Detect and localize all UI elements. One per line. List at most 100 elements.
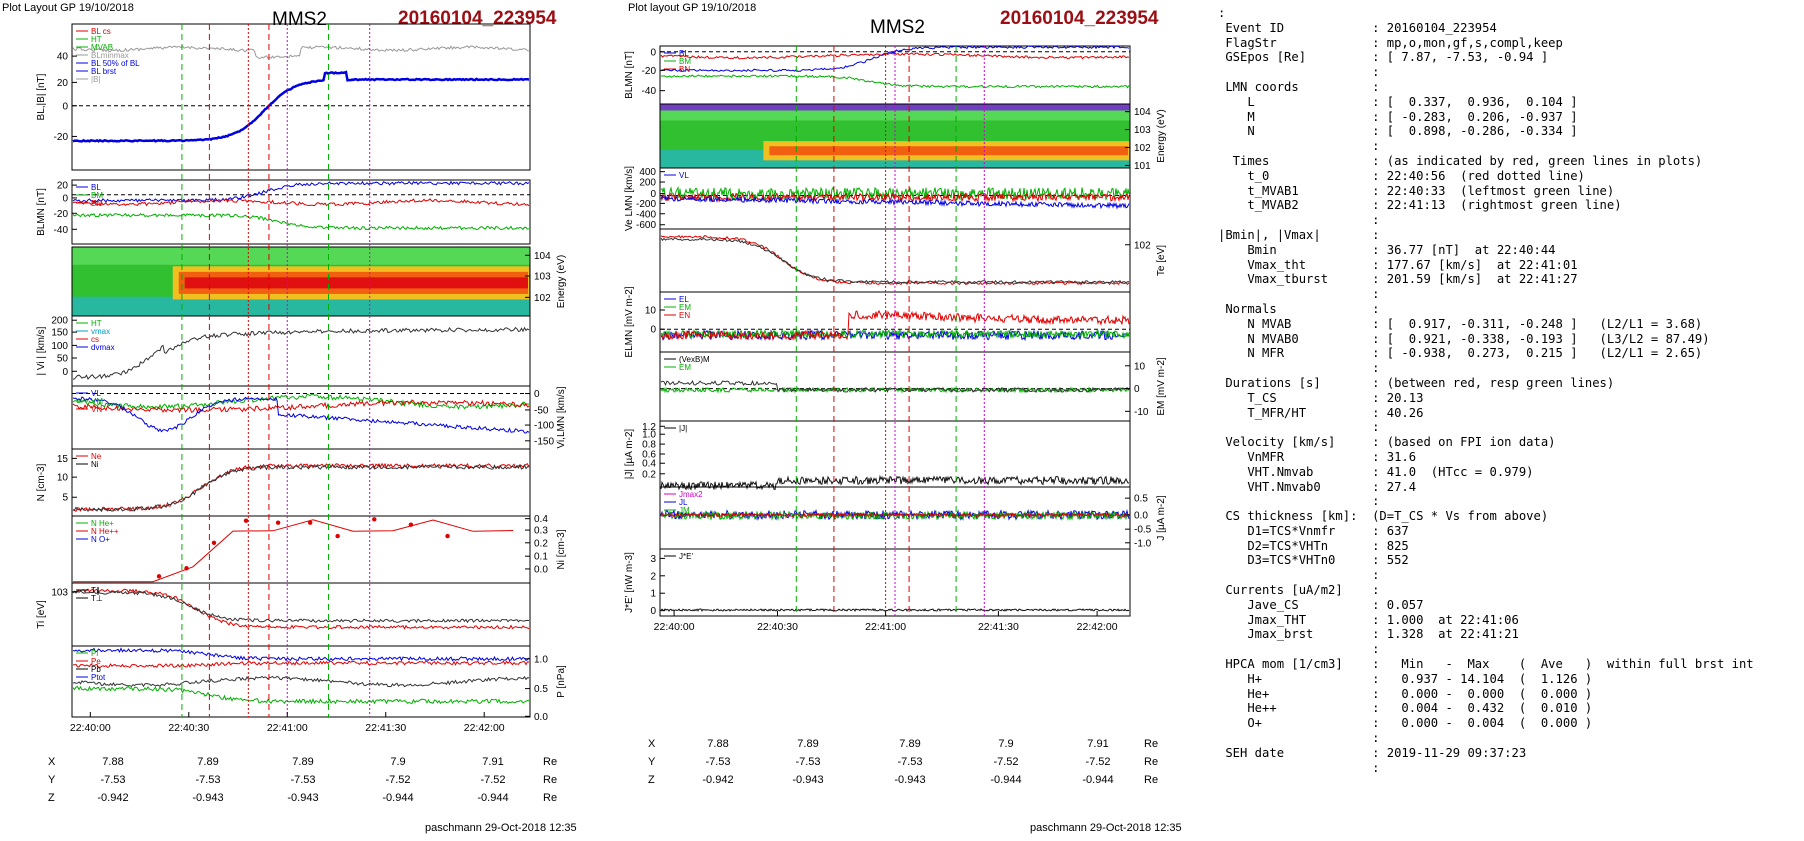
- tick-label: 0.5: [1134, 494, 1148, 505]
- tick-label: 0: [62, 367, 68, 378]
- panel-frame: [71, 179, 531, 245]
- tick-label: 200: [51, 316, 68, 327]
- plot-panel: 10 0 -10 EM [mV m-2] (VexB)MEM: [659, 351, 1167, 422]
- right-spacecraft-title: MMS2: [870, 17, 925, 38]
- info-line: t_MVAB2 : 22:41:13 (rightmost green line…: [1218, 198, 1622, 213]
- data-point: [243, 518, 249, 523]
- tick-label: 104: [534, 251, 551, 262]
- tick-label: -10: [1134, 407, 1149, 418]
- tick-label: 150: [51, 328, 68, 339]
- coord-unit: Re: [1144, 774, 1159, 786]
- info-line: D3=TCS*VHTn0 : 552: [1218, 553, 1409, 568]
- tick-label: 101: [1134, 161, 1151, 172]
- plot-panel: 104 103 102 101 Energy (eV): [659, 103, 1167, 172]
- time-tick-label: 22:41:30: [365, 722, 406, 734]
- coord-unit: Re: [543, 756, 558, 768]
- coord-value: -0.943: [192, 792, 224, 804]
- coord-value: -0.942: [702, 774, 734, 786]
- data-series-line: [72, 45, 530, 60]
- tick-label: 0: [62, 193, 68, 204]
- tick-label: 0: [650, 325, 656, 336]
- time-tick-label: 22:40:30: [757, 621, 798, 633]
- axis-label: EM [mV m-2]: [1156, 357, 1167, 416]
- info-line: He++ : 0.004 - 0.432 ( 0.010 ): [1218, 701, 1593, 716]
- coord-value: -7.53: [795, 756, 821, 768]
- info-line: Jmax_brst : 1.328 at 22:41:21: [1218, 627, 1519, 642]
- info-line: :: [1218, 420, 1380, 435]
- tick-label: 2: [650, 571, 656, 582]
- coord-value: 7.91: [1087, 738, 1109, 750]
- coord-value: 7.89: [197, 756, 219, 768]
- spectrogram-band: [769, 146, 1128, 156]
- legend-entry: EL: [679, 295, 689, 304]
- tick-label: 0.4: [534, 514, 548, 525]
- legend-entry: Ni: [91, 460, 99, 469]
- tick-label: -600: [636, 220, 656, 231]
- coord-value: -7.52: [1085, 756, 1111, 768]
- time-tick-label: 22:40:30: [168, 722, 209, 734]
- data-series-line: [73, 519, 514, 583]
- right-event-title: 20160104_223954: [1000, 8, 1159, 29]
- coord-unit: Re: [1144, 756, 1159, 768]
- legend-entry: Pb: [91, 665, 101, 674]
- tick-label: 103: [534, 271, 551, 282]
- time-tick-label: 22:42:00: [464, 722, 505, 734]
- data-series-line: [660, 52, 1130, 60]
- tick-label: 5: [62, 493, 68, 504]
- legend-entry: J*E': [679, 552, 693, 561]
- legend-entry: dvmax: [91, 343, 115, 352]
- tick-label: -50: [534, 405, 549, 416]
- info-line: Times : (as indicated by red, green line…: [1218, 153, 1703, 168]
- data-series-line: [72, 675, 530, 688]
- legend-entry: EN: [679, 311, 690, 320]
- legend-entry: Ne: [91, 452, 102, 461]
- panel-frame: [71, 385, 531, 450]
- tick-label: 0: [650, 606, 656, 617]
- info-line: t_0 : 22:40:56 (red dotted line): [1218, 168, 1585, 183]
- info-line: N MVAB : [ 0.917, -0.311, -0.248 ] (L2/L…: [1218, 316, 1703, 331]
- info-line: :: [1218, 568, 1380, 583]
- legend-entry: EM: [679, 303, 691, 312]
- legend-entry: BN: [91, 199, 102, 208]
- spectrogram-band: [72, 296, 530, 316]
- data-point: [156, 574, 162, 579]
- info-line: CS thickness [km]: (D=T_CS * Vs from abo…: [1218, 509, 1549, 524]
- right-header-label: Plot layout GP 19/10/2018: [628, 2, 757, 14]
- plot-panel: 102 Te [eV]: [659, 228, 1167, 293]
- tick-label: 104: [1134, 107, 1151, 118]
- left-coordinate-table: X 7.88 7.89 7.89 7.9 7.91 Re Y -7.53 -7.…: [48, 756, 568, 812]
- tick-label: -400: [636, 209, 656, 220]
- plot-panel: 104 103 102 Energy (eV): [71, 246, 567, 317]
- info-line: |Bmin|, |Vmax| :: [1218, 227, 1380, 242]
- data-series-line: [72, 660, 530, 669]
- coord-value: -0.944: [382, 792, 414, 804]
- time-tick-label: 22:41:30: [978, 621, 1019, 633]
- tick-label: 1.0: [642, 430, 656, 441]
- data-series-line: [72, 393, 530, 411]
- coord-unit: Re: [543, 792, 558, 804]
- axis-label: Energy (eV): [556, 255, 567, 308]
- coord-label: Z: [48, 792, 55, 804]
- info-line: SEH date : 2019-11-29 09:37:23: [1218, 745, 1527, 760]
- coord-value: -7.53: [100, 774, 126, 786]
- legend-entry: BL 50% of BL: [91, 59, 140, 68]
- panel-frame: [71, 448, 531, 517]
- legend-entry: (VexB)M: [679, 355, 710, 364]
- data-series-line: [72, 399, 530, 414]
- tick-label: 103: [1134, 125, 1151, 136]
- tick-label: -0.5: [1134, 525, 1152, 536]
- tick-label: -40: [642, 86, 657, 97]
- tick-label: 0.3: [534, 526, 548, 537]
- left-header-label: Plot Layout GP 19/10/2018: [2, 2, 134, 14]
- time-tick-label: 22:40:00: [70, 722, 111, 734]
- coord-value: -0.943: [894, 774, 926, 786]
- info-line: VHT.Nmvab0 : 27.4: [1218, 479, 1417, 494]
- info-line: VHT.Nmvab : 41.0 (HTcc = 0.979): [1218, 464, 1534, 479]
- coord-value: -0.944: [990, 774, 1022, 786]
- tick-label: 3: [650, 554, 656, 565]
